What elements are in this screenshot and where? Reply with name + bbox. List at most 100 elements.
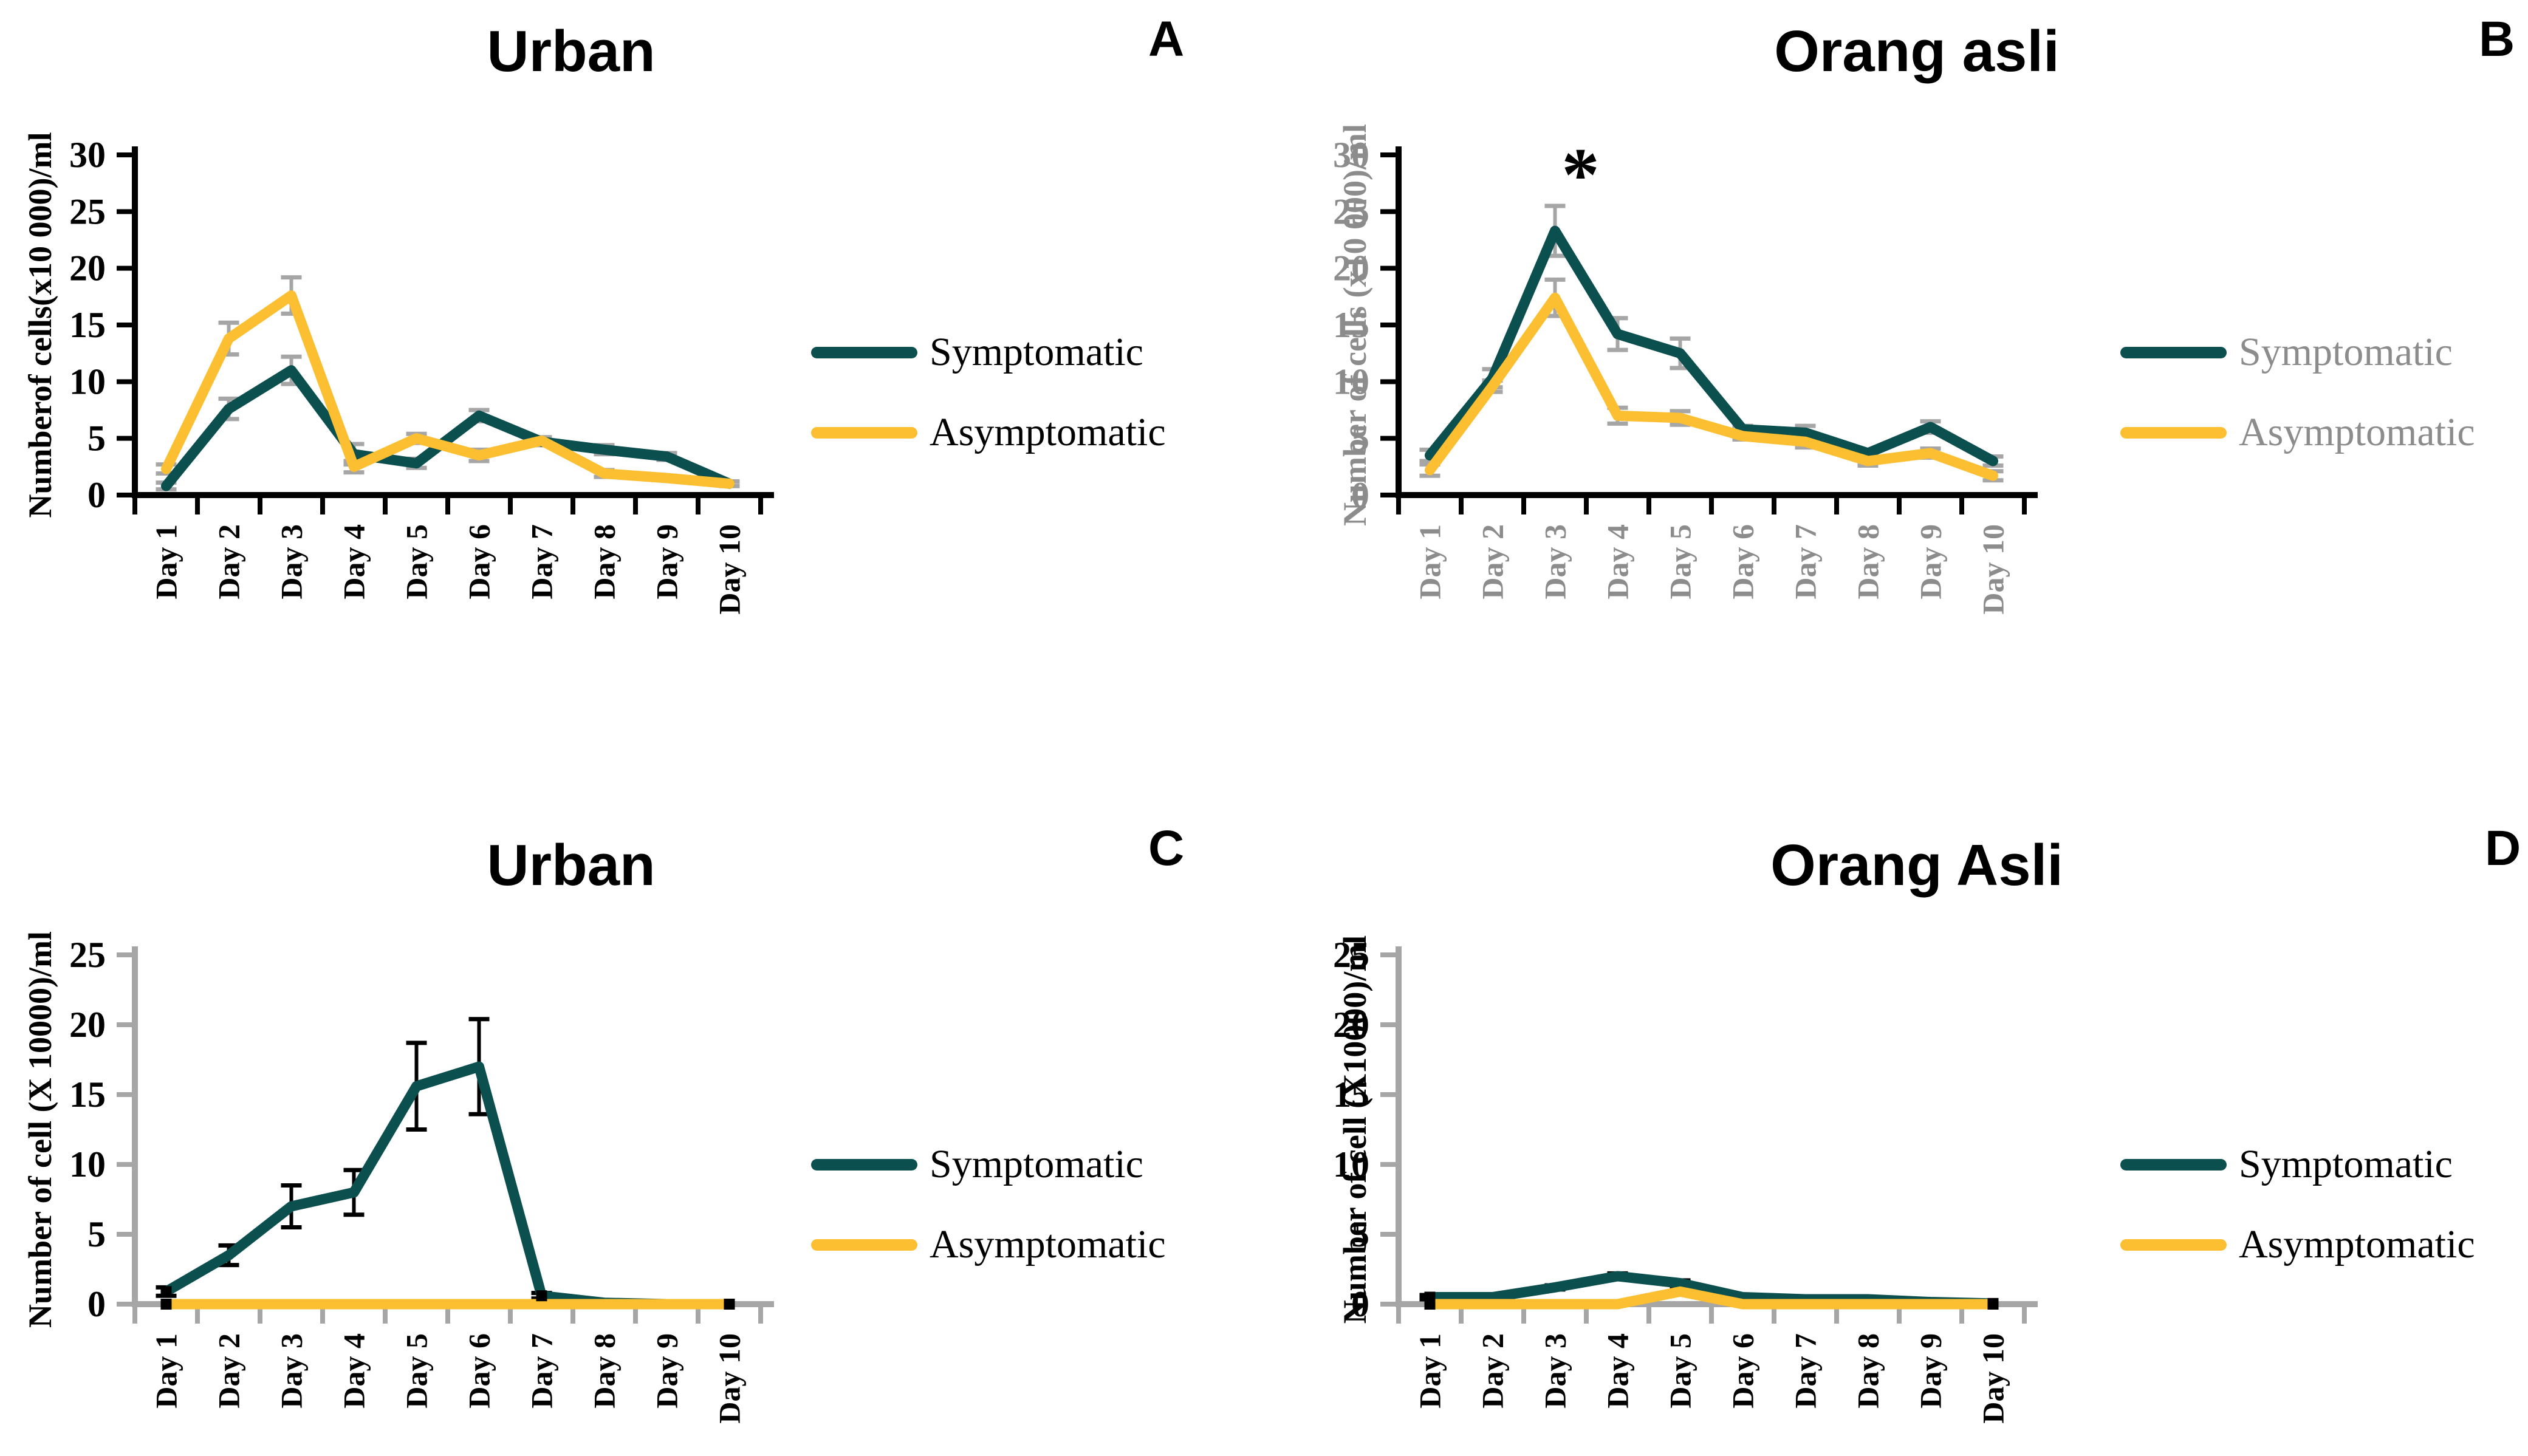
y-tick-label: 15: [69, 1075, 106, 1115]
x-tick-label: Day 4: [337, 1333, 371, 1409]
y-tick-label: 15: [1333, 305, 1369, 345]
y-tick-label: 30: [69, 135, 106, 175]
data-point-marker: [160, 1299, 172, 1310]
data-point-marker: [1987, 1299, 1999, 1310]
x-tick-label: Day 3: [1538, 1333, 1572, 1409]
symptomatic-line-swatch-icon: [811, 1158, 917, 1171]
x-tick-label: Day 4: [1601, 524, 1635, 600]
panel-d-orang-asli: Orang Asli D 0 5 10 15 20 25 Day 1 Day 2 Day 3 Da…: [1264, 728, 2528, 1456]
x-tick-label: Day 4: [1601, 1333, 1635, 1409]
y-tick-label: 25: [1333, 935, 1369, 975]
x-tick-label: Day 2: [212, 524, 246, 600]
legend-item-asymptomatic: Asymptomatic: [2120, 1223, 2475, 1266]
legend-item-symptomatic: Symptomatic: [811, 331, 1166, 374]
x-tick-label: Day 3: [275, 524, 309, 600]
y-tick-label: 20: [69, 1005, 106, 1045]
legend-item-symptomatic: Symptomatic: [2120, 331, 2475, 374]
x-tick-label: Day 1: [149, 524, 183, 600]
x-tick-label: Day 7: [525, 524, 559, 600]
legend: Symptomatic Asymptomatic: [811, 1143, 1166, 1266]
legend-item-symptomatic: Symptomatic: [2120, 1143, 2475, 1186]
panel-title: Urban: [487, 833, 656, 898]
data-point-marker: [1424, 1299, 1436, 1310]
chart-canvas-d: 0 5 10 15 20 25 Day 1 Day 2 Day 3 Day 4 Day 5 Day 6…: [1333, 935, 2038, 1424]
data-point-marker: [724, 1299, 735, 1310]
x-tick-label: Day 9: [650, 1333, 684, 1409]
y-tick-label: 5: [87, 1214, 106, 1254]
asymptomatic-line-swatch-icon: [811, 1239, 917, 1251]
y-tick-label: 25: [69, 191, 106, 231]
legend: Symptomatic Asymptomatic: [2120, 331, 2475, 454]
legend-label-symptomatic: Symptomatic: [2239, 330, 2453, 374]
y-tick-label: 15: [1333, 1075, 1369, 1115]
chart-canvas-a: 0 5 10 15 20 25 30 Day 1 Day 2 Day 3 Day 4 Day 5 Day…: [22, 132, 774, 615]
x-tick-label: Day 10: [1976, 524, 2010, 615]
symptomatic-line-swatch-icon: [2120, 1158, 2227, 1171]
panel-letter: B: [2479, 12, 2515, 67]
x-tick-label: Day 8: [587, 524, 622, 600]
legend: Symptomatic Asymptomatic: [811, 331, 1166, 454]
x-tick-label: Day 3: [275, 1333, 309, 1409]
x-tick-label: Day 10: [1976, 1333, 2010, 1424]
y-tick-label: 10: [1333, 361, 1369, 402]
panel-title: Urban: [487, 19, 656, 84]
legend-label-asymptomatic: Asymptomatic: [2239, 1222, 2475, 1266]
y-axis-title: Numberof cells(x10 000)/ml: [22, 132, 58, 518]
series-line-symptomatic: [161, 365, 735, 491]
x-tick-label: Day 5: [400, 1333, 434, 1409]
x-tick-label: Day 1: [1413, 1333, 1447, 1409]
data-point-marker: [160, 1286, 172, 1297]
x-tick-label: Day 10: [713, 1333, 747, 1424]
panel-letter: A: [1148, 12, 1185, 67]
chart-canvas-b: 0 5 10 15 20 25 30 Day 1 Day 2 Day 3 Day 4 Day 5 Day…: [1333, 124, 2038, 615]
legend-label-asymptomatic: Asymptomatic: [930, 1222, 1166, 1266]
x-tick-label: Day 10: [713, 524, 747, 615]
legend-item-asymptomatic: Asymptomatic: [811, 411, 1166, 454]
legend-label-symptomatic: Symptomatic: [930, 1142, 1143, 1186]
y-tick-label: 25: [1333, 191, 1369, 231]
x-tick-label: Day 5: [400, 524, 434, 600]
y-tick-label: 5: [1351, 419, 1369, 459]
panel-letter: D: [2485, 821, 2521, 876]
legend-item-asymptomatic: Asymptomatic: [2120, 411, 2475, 454]
y-tick-label: 0: [1351, 1284, 1369, 1324]
x-tick-label: Day 7: [1789, 524, 1823, 600]
series-line-asymptomatic: [1425, 1286, 1998, 1310]
y-tick-label: 20: [69, 248, 106, 289]
y-tick-label: 5: [1351, 1214, 1369, 1254]
x-tick-label: Day 2: [1476, 524, 1510, 600]
y-tick-label: 20: [1333, 248, 1369, 289]
x-tick-label: Day 5: [1663, 524, 1697, 600]
chart-canvas-c: 0 5 10 15 20 25 Day 1 Day 2 Day 3 Day 4 Day 5 Day 6…: [22, 931, 774, 1424]
panel-a-urban: Urban A 0 5 10 15 20 25 30 Day 1 Day 2 Day 3 Day 4…: [0, 0, 1264, 728]
panel-title: Orang asli: [1774, 19, 2060, 84]
panel-title: Orang Asli: [1770, 833, 2063, 898]
y-tick-label: 15: [69, 305, 106, 345]
panel-b-orang-asli: Orang asli B 0 5 10 15 20 25 30 Day 1 Day 2 Day 3…: [1264, 0, 2528, 728]
series-line-asymptomatic: [1425, 292, 1998, 481]
x-tick-label: Day 7: [525, 1333, 559, 1409]
y-axis-title: Number of cell (X 10000)/ml: [22, 931, 58, 1328]
x-tick-label: Day 1: [1413, 524, 1447, 600]
y-tick-label: 30: [1333, 135, 1369, 175]
y-tick-label: 20: [1333, 1005, 1369, 1045]
x-tick-label: Day 7: [1789, 1333, 1823, 1409]
legend-label-asymptomatic: Asymptomatic: [930, 410, 1166, 454]
x-tick-label: Day 2: [212, 1333, 246, 1409]
y-axis-title: Number of cells (x10 000)/ml: [1337, 124, 1373, 526]
data-point-marker: [536, 1290, 547, 1302]
legend-label-symptomatic: Symptomatic: [2239, 1142, 2453, 1186]
x-tick-label: Day 8: [1851, 1333, 1885, 1409]
y-tick-label: 0: [87, 1284, 106, 1324]
symptomatic-line-swatch-icon: [2120, 346, 2227, 358]
y-tick-label: 25: [69, 935, 106, 975]
legend-item-asymptomatic: Asymptomatic: [811, 1223, 1166, 1266]
x-tick-label: Day 6: [1726, 524, 1760, 600]
series-line-symptomatic: [161, 1061, 735, 1310]
x-tick-label: Day 5: [1663, 1333, 1697, 1409]
x-tick-label: Day 6: [1726, 1333, 1760, 1409]
x-tick-label: Day 2: [1476, 1333, 1510, 1409]
series-line-symptomatic: [1425, 225, 1998, 467]
y-axis-title: Number of cell (X10000)/ml: [1337, 935, 1373, 1324]
panel-c-urban: Urban C 0 5 10 15 20 25 Day 1 Day 2 Day 3 Day 4 Da…: [0, 728, 1264, 1456]
